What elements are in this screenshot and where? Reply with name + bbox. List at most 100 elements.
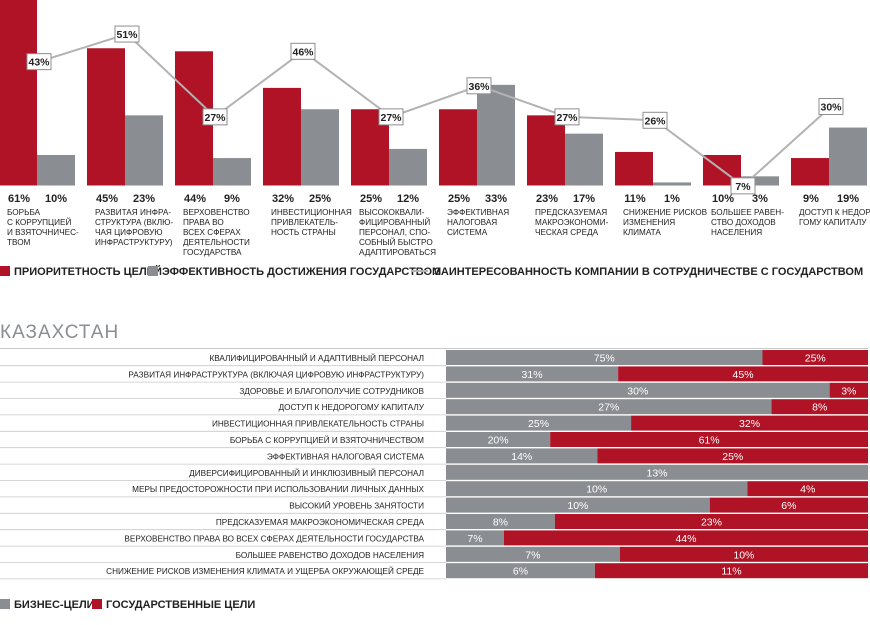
- kz-title: КАЗАХСТАН: [0, 322, 120, 343]
- kz-bar-business: [446, 399, 772, 415]
- kz-category-label: БОЛЬШЕЕ РАВЕНСТВО ДОХОДОВ НАСЕЛЕНИЯ: [236, 551, 424, 560]
- category-label: ПРИВЛЕКАТЕЛЬ-: [271, 218, 338, 227]
- kz-value-government: 32%: [739, 418, 760, 430]
- bar-efficiency: [213, 158, 251, 186]
- category-label: СТРУКТУРА (ВКЛЮ-: [95, 218, 173, 227]
- kz-bar-business: [446, 563, 595, 579]
- interest-label: 27%: [380, 112, 402, 124]
- category-label: ФИЦИРОВАННЫЙ: [359, 216, 430, 227]
- interest-marker-box: [642, 111, 668, 129]
- kz-value-business: 10%: [567, 500, 588, 512]
- bar-efficiency: [653, 182, 691, 186]
- bar-priority: [615, 151, 653, 186]
- category-label: ПРАВА ВО: [183, 218, 224, 227]
- kz-value-business: 31%: [522, 369, 543, 381]
- kz-value-government: 44%: [675, 533, 696, 545]
- category-label: ЧЕСКАЯ СРЕДА: [535, 228, 599, 237]
- legend-swatch-priority: [0, 266, 10, 276]
- interest-label: 51%: [116, 29, 138, 41]
- bar-efficiency: [301, 109, 339, 186]
- category-label: НАСЕЛЕНИЯ: [711, 228, 762, 237]
- kz-category-label: ВЕРХОВЕНСТВО ПРАВА ВО ВСЕХ СФЕРАХ ДЕЯТЕЛ…: [124, 534, 424, 543]
- category-label: ГОМУ КАПИТАЛУ: [799, 218, 867, 227]
- bar-priority: [791, 158, 829, 186]
- kz-bar-business: [446, 382, 830, 398]
- interest-marker-box: [26, 53, 52, 71]
- kz-bar-business: [446, 432, 551, 447]
- value-label-efficiency: 23%: [133, 193, 155, 205]
- value-label-efficiency: 17%: [573, 193, 595, 205]
- category-label: ТВОМ: [7, 238, 31, 247]
- value-label-efficiency: 33%: [485, 193, 507, 205]
- bar-priority: [0, 0, 37, 186]
- kz-bar-business: [446, 448, 598, 464]
- kz-category-label: ДОСТУП К НЕДОРОГОМУ КАПИТАЛУ: [279, 403, 425, 412]
- interest-marker-box: [114, 25, 140, 43]
- category-label: ВСЕХ СФЕРАХ: [183, 228, 241, 237]
- interest-label: 27%: [204, 112, 226, 124]
- bar-efficiency: [37, 155, 75, 186]
- category-label: ВЕРХОВЕНСТВО: [183, 208, 250, 217]
- bar-efficiency: [477, 84, 515, 186]
- category-label: НОСТЬ СТРАНЫ: [271, 228, 336, 237]
- interest-line: [38, 32, 832, 188]
- kz-bar-government: [631, 415, 868, 431]
- bar-priority: [527, 115, 565, 186]
- kz-category-label: СНИЖЕНИЕ РИСКОВ ИЗМЕНЕНИЯ КЛИМАТА И УЩЕР…: [106, 565, 424, 576]
- kz-value-government: 3%: [841, 385, 856, 397]
- kz-bar-business: [446, 530, 504, 546]
- interest-label: 30%: [820, 102, 842, 114]
- kz-value-government: 8%: [812, 402, 827, 414]
- bar-priority: [439, 109, 477, 186]
- bar-efficiency: [741, 176, 779, 186]
- value-label-efficiency: 9%: [224, 193, 240, 205]
- kz-bar-government: [709, 497, 868, 513]
- category-label: ПЕРСОНАЛ, СПО-: [359, 228, 430, 237]
- category-label: БОРЬБА: [7, 208, 41, 217]
- category-label: ИНФРАСТРУКТУРУ): [95, 238, 173, 247]
- kz-category-label: РАЗВИТАЯ ИНФРАСТРУКТУРА (ВКЛЮЧАЯ ЦИФРОВУ…: [128, 370, 424, 379]
- category-label: НАЛОГОВАЯ: [447, 218, 497, 227]
- kz-category-label: МЕРЫ ПРЕДОСТОРОЖНОСТИ ПРИ ИСПОЛЬЗОВАНИИ …: [132, 485, 424, 494]
- value-label-priority: 9%: [803, 193, 819, 205]
- kz-bar-business: [446, 366, 619, 382]
- kz-bar-government: [747, 481, 868, 497]
- value-label-priority: 23%: [536, 193, 558, 205]
- interest-label: 36%: [468, 81, 490, 93]
- kz-bar-government: [771, 399, 868, 415]
- kz-value-government: 25%: [805, 353, 826, 365]
- value-label-efficiency: 25%: [309, 193, 331, 205]
- kz-value-government: 11%: [721, 566, 741, 578]
- kz-value-business: 13%: [646, 467, 667, 479]
- kz-value-business: 7%: [525, 549, 540, 561]
- kz-value-business: 25%: [528, 418, 549, 430]
- category-label: ДЕЯТЕЛЬНОСТИ: [183, 238, 250, 247]
- kz-value-government: 61%: [699, 435, 720, 447]
- kz-value-business: 20%: [488, 435, 509, 447]
- kz-value-business: 27%: [598, 402, 619, 414]
- kz-value-business: 6%: [513, 566, 528, 578]
- value-label-efficiency: 19%: [837, 193, 859, 205]
- kz-category-label: ВЫСОКИЙ УРОВЕНЬ ЗАНЯТОСТИ: [289, 500, 424, 511]
- bar-efficiency: [565, 133, 603, 186]
- kz-value-business: 8%: [493, 517, 508, 529]
- kz-bar-business: [446, 546, 620, 562]
- category-label: СТВО ДОХОДОВ: [711, 218, 776, 227]
- interest-label: 46%: [292, 46, 314, 58]
- category-label: СНИЖЕНИЕ РИСКОВ: [623, 208, 708, 217]
- value-label-priority: 44%: [184, 193, 206, 205]
- kz-category-label: ДИВЕРСИФИЦИРОВАННЫЙ И ИНКЛЮЗИВНЫЙ ПЕРСОН…: [189, 467, 424, 478]
- interest-marker-box: [202, 108, 228, 126]
- kz-bar-business: [446, 481, 748, 497]
- category-label: ДОСТУП К НЕДОРО-: [799, 208, 870, 217]
- interest-label: 27%: [556, 112, 578, 124]
- kz-bar-business: [446, 497, 710, 513]
- interest-marker-box: [290, 42, 316, 60]
- kz-value-business: 7%: [467, 533, 482, 545]
- value-label-priority: 32%: [272, 193, 294, 205]
- legend-label-interest: ЗАИНТЕРЕСОВАННОСТЬ КОМПАНИИ В СОТРУДНИЧЕ…: [434, 266, 863, 278]
- value-label-efficiency: 12%: [397, 193, 419, 205]
- category-label: ВЫСОКОКВАЛИ-: [359, 208, 425, 217]
